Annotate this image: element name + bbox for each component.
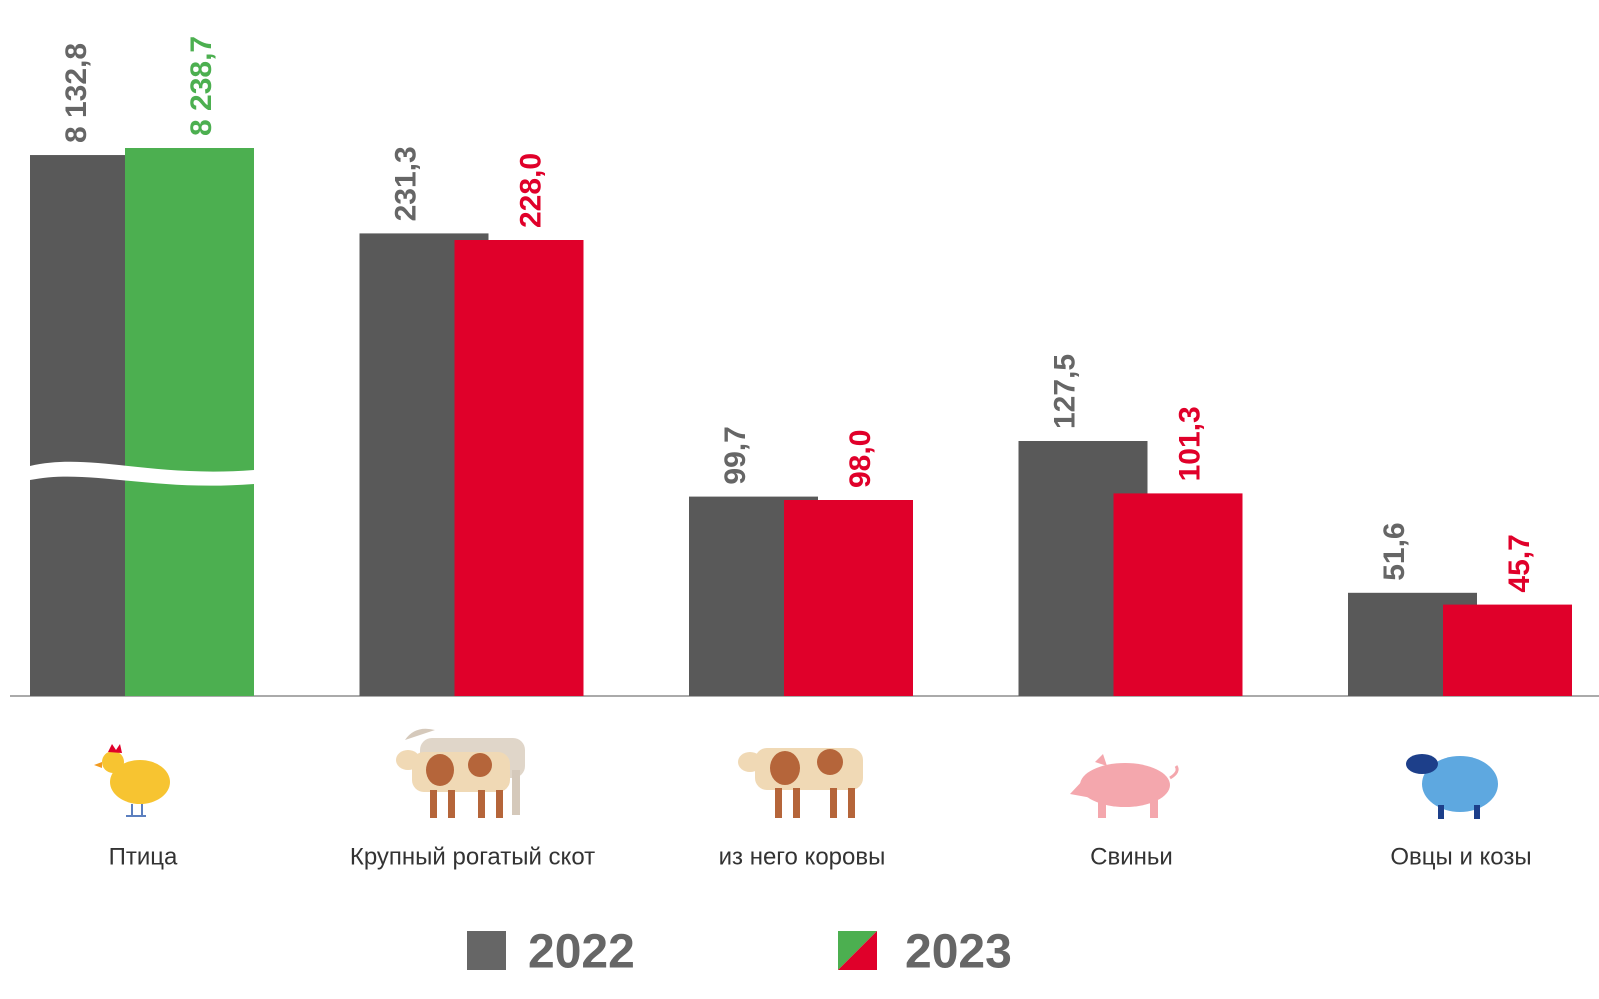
- value-label: 101,3: [1173, 406, 1206, 481]
- x-tick-label: Овцы и козы: [1390, 843, 1531, 870]
- value-label: 99,7: [719, 426, 752, 484]
- cattle-icon: [396, 728, 525, 818]
- x-tick-label: Птица: [109, 843, 178, 870]
- pig-icon: [1070, 754, 1179, 818]
- value-label: 127,5: [1048, 354, 1081, 429]
- axis-break: [30, 461, 254, 486]
- sheep-icon: [1406, 754, 1498, 819]
- legend-swatch: [467, 931, 506, 970]
- bar: [1443, 604, 1572, 696]
- legend-swatch: [838, 931, 877, 970]
- chicken-icon: [94, 744, 170, 817]
- legend-label: 2022: [528, 926, 635, 979]
- value-label: 45,7: [1503, 534, 1536, 592]
- bar: [454, 240, 584, 696]
- bar: [1113, 493, 1243, 696]
- value-label: 98,0: [844, 430, 877, 488]
- x-tick-label: Крупный рогатый скот: [350, 843, 595, 870]
- bar: [784, 500, 913, 696]
- cow-icon: [738, 748, 863, 818]
- value-label: 228,0: [514, 153, 547, 228]
- value-label: 8 132,8: [60, 43, 93, 143]
- value-label: 231,3: [389, 146, 422, 221]
- value-label: 8 238,7: [185, 36, 218, 136]
- x-tick-label: из него коровы: [719, 843, 886, 870]
- value-label: 51,6: [1378, 522, 1411, 580]
- x-tick-label: Свиньи: [1090, 843, 1173, 870]
- bar: [125, 148, 254, 696]
- legend-label: 2023: [905, 926, 1012, 979]
